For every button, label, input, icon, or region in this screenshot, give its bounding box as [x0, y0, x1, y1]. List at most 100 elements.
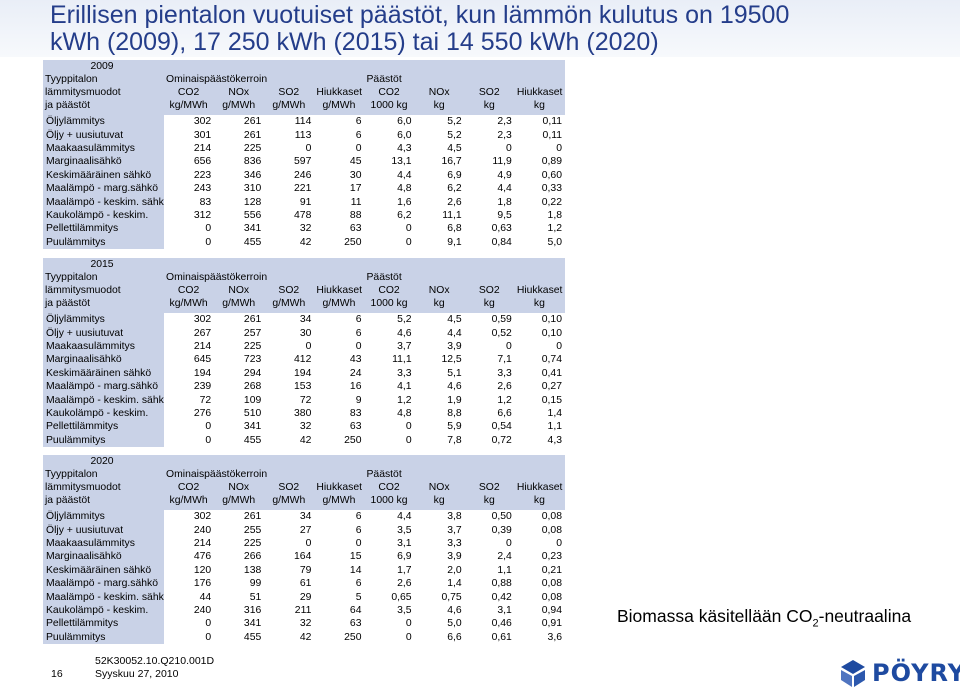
table-cell: 225	[243, 142, 262, 154]
table-row: Maakaasulämmitys 214 225 0 0 4,3 4,5 0 0	[43, 141, 565, 156]
table-cell: 194	[294, 367, 312, 379]
table-cell: 0,08	[514, 507, 565, 524]
table-cell: 239	[193, 381, 212, 393]
table-cell: 346	[243, 169, 262, 181]
table-cell: 723	[243, 354, 262, 366]
column-header: Hiukkaset	[514, 284, 565, 297]
table-cell: 261	[214, 112, 265, 129]
table-year: 2015	[43, 258, 165, 271]
table-cell: 6,6	[447, 631, 462, 643]
table-cell: 6,0	[364, 112, 415, 129]
header-row-year: 2020	[43, 455, 565, 468]
table-cell: 42	[299, 434, 312, 446]
table-cell: 63	[349, 618, 362, 630]
table-cell: 1,2	[497, 394, 512, 406]
row-label: Marginaalisähkö	[43, 353, 165, 367]
row-label: Maakaasulämmitys	[43, 141, 165, 156]
table-cell: 0,42	[491, 591, 512, 603]
table-cell: 88	[349, 209, 362, 221]
table-cell: 0,65	[391, 591, 412, 603]
row-label: Maalämpö - keskim. sähkö	[43, 195, 165, 209]
title-bar	[0, 0, 960, 57]
column-header: CO2	[164, 481, 215, 494]
table-cell: 5,1	[447, 367, 462, 379]
table-cell: 63	[349, 421, 362, 433]
table-cell: 214	[193, 142, 212, 154]
table-cell: 5	[355, 591, 362, 603]
column-header: 1000 kg	[364, 494, 415, 509]
table-cell: 0,72	[491, 434, 512, 446]
table-cell: 109	[243, 394, 262, 406]
table-cell: 6,9	[397, 551, 412, 563]
table-cell: 0	[205, 618, 212, 630]
table-cell: 0,91	[541, 618, 562, 630]
table-row: Pellettilämmitys 0 341 32 63 0 5,0 0,46 0,91	[43, 617, 565, 631]
table-row: Puulämmitys 0 455 42 250 0 7,8 0,72 4,3	[43, 433, 565, 447]
table-cell: 0,08	[541, 524, 562, 536]
table-row: Öljylämmitys 302 261 34 6 5,2 4,5 0,59 0,10	[43, 310, 565, 327]
table-cell: 1,2	[397, 394, 412, 406]
table-cell: 4,1	[397, 381, 412, 393]
table-cell: 341	[243, 223, 262, 235]
table-cell: 2,6	[447, 196, 462, 208]
row-label: Pellettilämmitys	[43, 617, 165, 631]
table-row: Maalämpö - marg.sähkö 176 99 61 6 2,6 1,4 0,88 0…	[43, 576, 565, 591]
table-cell: 99	[249, 578, 262, 590]
table-cell: 6,6	[497, 407, 512, 419]
column-header: CO2	[364, 481, 415, 494]
table-cell: 194	[193, 367, 212, 379]
page-title: Erillisen pientalon vuotuiset päästöt, k…	[50, 2, 930, 56]
table-row: Marginaalisähkö 656 836 597 45 13,1 16,7 11,9 0,…	[43, 155, 565, 169]
table-cell: 3,5	[397, 604, 412, 616]
table-cell: 0,22	[541, 196, 562, 208]
column-header: kg	[514, 297, 565, 312]
header-emissions: Päästöt	[364, 468, 565, 481]
column-header: g/MWh	[314, 99, 365, 114]
column-header: Hiukkaset	[314, 284, 365, 297]
table-cell: 6	[314, 310, 365, 327]
table-cell: 5,0	[447, 618, 462, 630]
row-label: Maalämpö - marg.sähkö	[43, 379, 165, 394]
row-label: Maakaasulämmitys	[43, 536, 165, 551]
table-cell: 0,10	[541, 327, 562, 339]
table-cell: 24	[349, 367, 362, 379]
table-cell: 0	[405, 421, 412, 433]
table-cell: 42	[299, 631, 312, 643]
table-row: Marginaalisähkö 645 723 412 43 11,1 12,5 7,1 0,7…	[43, 353, 565, 367]
table-cell: 455	[243, 236, 262, 248]
table-cell: 2,3	[497, 129, 512, 141]
table-cell: 32	[299, 618, 312, 630]
table-cell: 0	[205, 223, 212, 235]
row-label: Öljylämmitys	[43, 112, 165, 129]
table-cell: 0	[506, 142, 512, 154]
column-header: SO2	[264, 86, 315, 99]
table-cell: 266	[243, 551, 262, 563]
table-cell: 6	[314, 112, 365, 129]
row-label: Puulämmitys	[43, 235, 165, 249]
table-cell: 4,8	[397, 407, 412, 419]
table-cell: 3,3	[447, 537, 462, 549]
header-house-type: Tyyppitalon	[43, 73, 165, 86]
table-cell: 221	[294, 183, 312, 195]
table-cell: 0,88	[491, 578, 512, 590]
table-cell: 72	[299, 394, 312, 406]
table-cell: 1,6	[397, 196, 412, 208]
emissions-table-2015: 2015 Tyyppitalon Ominaispäästökerroin Pääst…	[43, 258, 565, 447]
doc-code: 52K30052.10.Q210.001D	[95, 655, 215, 667]
table-cell: 243	[193, 183, 212, 195]
table-cell: 13,1	[391, 156, 412, 168]
table-cell: 1,1	[497, 564, 512, 576]
table-row: Keskimääräinen sähkö 120 138 79 14 1,7 2,0 1,1 0…	[43, 563, 565, 577]
doc-date: Syyskuu 27, 2010	[95, 668, 179, 680]
header-spacer	[164, 258, 565, 271]
table-cell: 6	[355, 524, 362, 536]
table-cell: 380	[294, 407, 312, 419]
header-row-3: ja päästöt kg/MWh g/MWh g/MWh g/MWh 1000 kg kg…	[43, 99, 565, 114]
table-cell: 0,15	[541, 394, 562, 406]
column-header: g/MWh	[264, 297, 315, 312]
biomass-note: Biomassa käsitellään CO2-neutraalina	[617, 606, 911, 630]
header-emission-factor: Ominaispäästökerroin	[164, 73, 365, 86]
table-cell: 4,3	[547, 434, 562, 446]
table-year: 2009	[43, 60, 165, 73]
column-header: g/MWh	[214, 297, 265, 312]
